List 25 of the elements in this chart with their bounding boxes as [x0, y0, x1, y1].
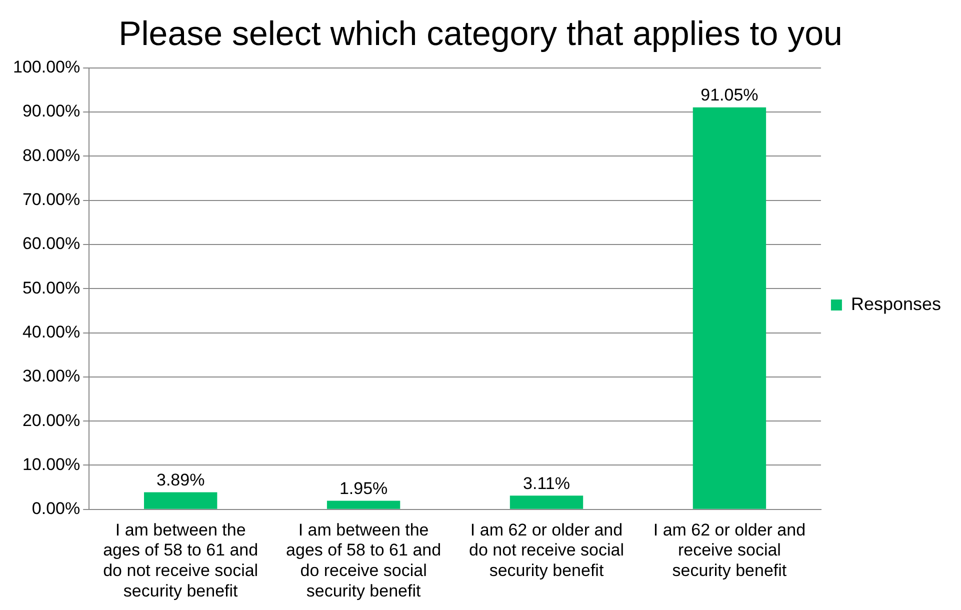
data-label: 91.05%: [700, 86, 758, 105]
chart-title: Please select which category that applies to you: [118, 14, 842, 53]
y-tick-label: 100.00%: [12, 57, 80, 76]
y-tick-label: 30.00%: [22, 366, 80, 386]
y-tick-label: 0.00%: [32, 499, 80, 518]
x-tick-label: I am 62 or older and do not receive social security benefit: [469, 520, 624, 580]
data-label: 3.89%: [156, 470, 205, 490]
bar: [326, 500, 400, 509]
bar: [144, 492, 218, 509]
y-tick-label: 90.00%: [22, 102, 80, 121]
y-tick-label: 10.00%: [22, 454, 80, 474]
y-tick-label: 70.00%: [22, 190, 80, 209]
x-tick-label: I am between the ages of 58 to 61 and do receive social security benefit: [286, 520, 442, 600]
y-tick-label: 50.00%: [22, 278, 80, 298]
bar: [510, 496, 584, 509]
bar: [692, 107, 766, 509]
y-tick-label: 60.00%: [22, 234, 80, 254]
x-tick-label: I am between the ages of 58 to 61 and do not receive social security benefit: [103, 520, 258, 600]
legend-label: Responses: [850, 294, 942, 314]
y-tick-label: 20.00%: [22, 410, 80, 430]
data-label: 1.95%: [339, 478, 388, 498]
y-tick-label: 80.00%: [22, 146, 80, 165]
x-tick-label: I am 62 or older and receive social security benefit: [653, 520, 806, 580]
y-tick-label: 40.00%: [22, 322, 80, 342]
data-label: 3.11%: [523, 474, 570, 493]
